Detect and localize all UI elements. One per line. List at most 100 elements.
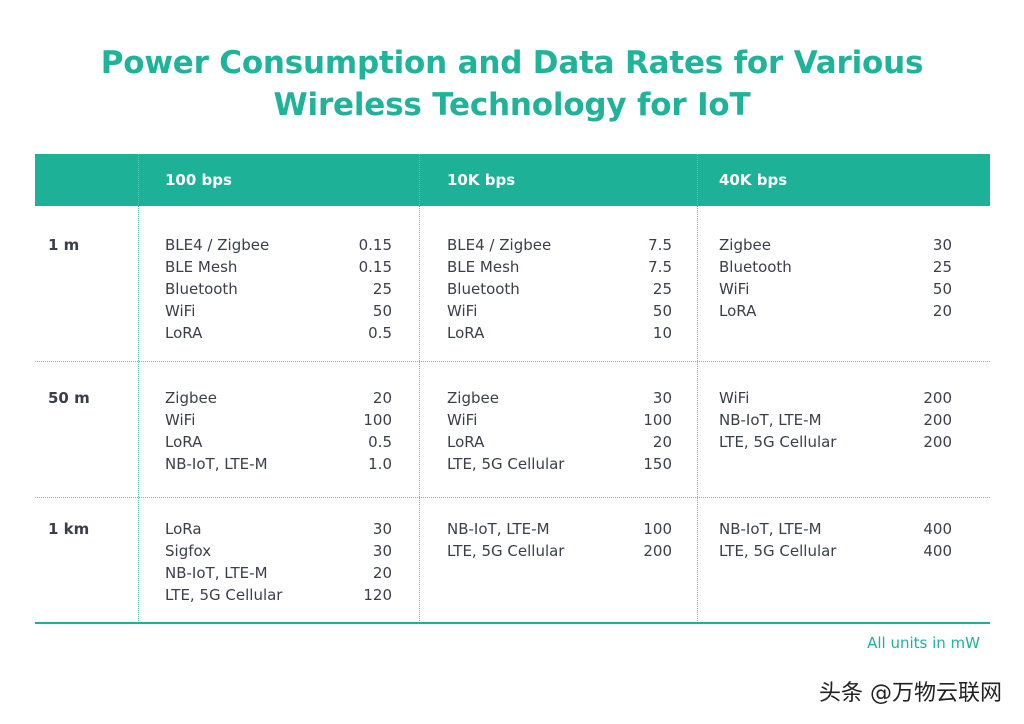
technology-name: LTE, 5G Cellular (447, 455, 565, 473)
table-entry: NB-IoT, LTE-M 200 (719, 409, 952, 431)
chart-title: Power Consumption and Data Rates for Var… (0, 42, 1024, 126)
technology-name: LoRA (447, 324, 485, 342)
table-entry: NB-IoT, LTE-M 1.0 (165, 453, 392, 475)
table-entry: NB-IoT, LTE-M 400 (719, 518, 952, 540)
power-value: 50 (932, 280, 952, 298)
table-entry: NB-IoT, LTE-M 20 (165, 562, 392, 584)
power-value: 100 (643, 520, 672, 538)
table-entry: Zigbee 30 (719, 234, 952, 256)
technology-name: BLE4 / Zigbee (447, 236, 552, 254)
column-header-40kbps: 40K bps (719, 171, 788, 189)
technology-name: Sigfox (165, 542, 212, 560)
table-entry: Zigbee 30 (447, 387, 672, 409)
row-divider (35, 361, 990, 362)
table-entry: WiFi 200 (719, 387, 952, 409)
power-value: 50 (652, 302, 672, 320)
table-cell: NB-IoT, LTE-M 100 LTE, 5G Cellular 200 (447, 518, 672, 562)
technology-name: LTE, 5G Cellular (719, 542, 837, 560)
row-label-1m: 1 m (48, 236, 80, 254)
technology-name: WiFi (719, 389, 750, 407)
column-divider (697, 154, 698, 623)
power-value: 120 (363, 586, 392, 604)
table-entry: BLE Mesh 7.5 (447, 256, 672, 278)
power-value: 20 (932, 302, 952, 320)
watermark: 头条 @万物云联网 (819, 681, 1002, 706)
table-header-band (35, 154, 990, 206)
table-entry: LTE, 5G Cellular 120 (165, 584, 392, 606)
table-entry: LTE, 5G Cellular 150 (447, 453, 672, 475)
power-value: 20 (372, 564, 392, 582)
table-entry: Sigfox 30 (165, 540, 392, 562)
column-header-10kbps: 10K bps (447, 171, 516, 189)
technology-name: NB-IoT, LTE-M (719, 520, 822, 538)
power-value: 25 (372, 280, 392, 298)
power-value: 50 (372, 302, 392, 320)
power-value: 200 (923, 433, 952, 451)
table-entry: Bluetooth 25 (719, 256, 952, 278)
technology-name: LTE, 5G Cellular (165, 586, 283, 604)
table-entry: LTE, 5G Cellular 200 (447, 540, 672, 562)
power-value: 7.5 (648, 258, 672, 276)
technology-name: LoRa (165, 520, 202, 538)
technology-name: LoRA (447, 433, 485, 451)
technology-name: Bluetooth (447, 280, 520, 298)
power-value: 100 (643, 411, 672, 429)
technology-name: WiFi (165, 411, 196, 429)
table-cell: Zigbee 20 WiFi 100 LoRA 0.5 NB-IoT, LTE-M 1.0 (165, 387, 392, 475)
power-value: 30 (932, 236, 952, 254)
technology-name: NB-IoT, LTE-M (165, 455, 268, 473)
power-value: 100 (363, 411, 392, 429)
power-value: 25 (932, 258, 952, 276)
power-value: 400 (923, 542, 952, 560)
technology-name: WiFi (165, 302, 196, 320)
power-value: 0.5 (368, 324, 392, 342)
technology-name: Bluetooth (719, 258, 792, 276)
table-cell: LoRa 30 Sigfox 30 NB-IoT, LTE-M 20 LTE, 5G Cel… (165, 518, 392, 606)
table-cell: NB-IoT, LTE-M 400 LTE, 5G Cellular 400 (719, 518, 952, 562)
table-cell: BLE4 / Zigbee 0.15 BLE Mesh 0.15 Bluetooth 25… (165, 234, 392, 344)
power-value: 10 (652, 324, 672, 342)
table-cell: Zigbee 30 Bluetooth 25 WiFi 50 LoRA 20 (719, 234, 952, 322)
table-entry: LTE, 5G Cellular 400 (719, 540, 952, 562)
column-divider (138, 154, 139, 623)
table-entry: WiFi 50 (447, 300, 672, 322)
table-entry: LoRA 10 (447, 322, 672, 344)
technology-name: Zigbee (719, 236, 771, 254)
technology-name: BLE Mesh (447, 258, 520, 276)
table-entry: NB-IoT, LTE-M 100 (447, 518, 672, 540)
table-entry: Bluetooth 25 (447, 278, 672, 300)
technology-name: LoRA (165, 433, 203, 451)
technology-name: LoRA (719, 302, 757, 320)
technology-name: NB-IoT, LTE-M (719, 411, 822, 429)
table-entry: LTE, 5G Cellular 200 (719, 431, 952, 453)
power-value: 30 (372, 542, 392, 560)
technology-name: Bluetooth (165, 280, 238, 298)
row-label-1km: 1 km (48, 520, 90, 538)
power-value: 7.5 (648, 236, 672, 254)
power-value: 1.0 (368, 455, 392, 473)
table-entry: Zigbee 20 (165, 387, 392, 409)
table-entry: LoRA 0.5 (165, 322, 392, 344)
table-entry: LoRA 0.5 (165, 431, 392, 453)
technology-name: Zigbee (165, 389, 217, 407)
technology-name: WiFi (447, 411, 478, 429)
technology-name: BLE Mesh (165, 258, 238, 276)
power-value: 30 (652, 389, 672, 407)
power-value: 400 (923, 520, 952, 538)
power-value: 25 (652, 280, 672, 298)
table-entry: BLE Mesh 0.15 (165, 256, 392, 278)
table-entry: LoRa 30 (165, 518, 392, 540)
technology-name: WiFi (719, 280, 750, 298)
row-label-50m: 50 m (48, 389, 90, 407)
table-cell: Zigbee 30 WiFi 100 LoRA 20 LTE, 5G Cellular 150 (447, 387, 672, 475)
technology-name: BLE4 / Zigbee (165, 236, 270, 254)
power-value: 20 (652, 433, 672, 451)
technology-name: LTE, 5G Cellular (447, 542, 565, 560)
table-entry: BLE4 / Zigbee 7.5 (447, 234, 672, 256)
table-entry: LoRA 20 (447, 431, 672, 453)
power-value: 200 (923, 389, 952, 407)
power-value: 0.15 (358, 236, 392, 254)
units-note: All units in mW (867, 634, 980, 652)
chart-title-line-2: Wireless Technology for IoT (273, 87, 751, 123)
column-divider (419, 154, 420, 623)
